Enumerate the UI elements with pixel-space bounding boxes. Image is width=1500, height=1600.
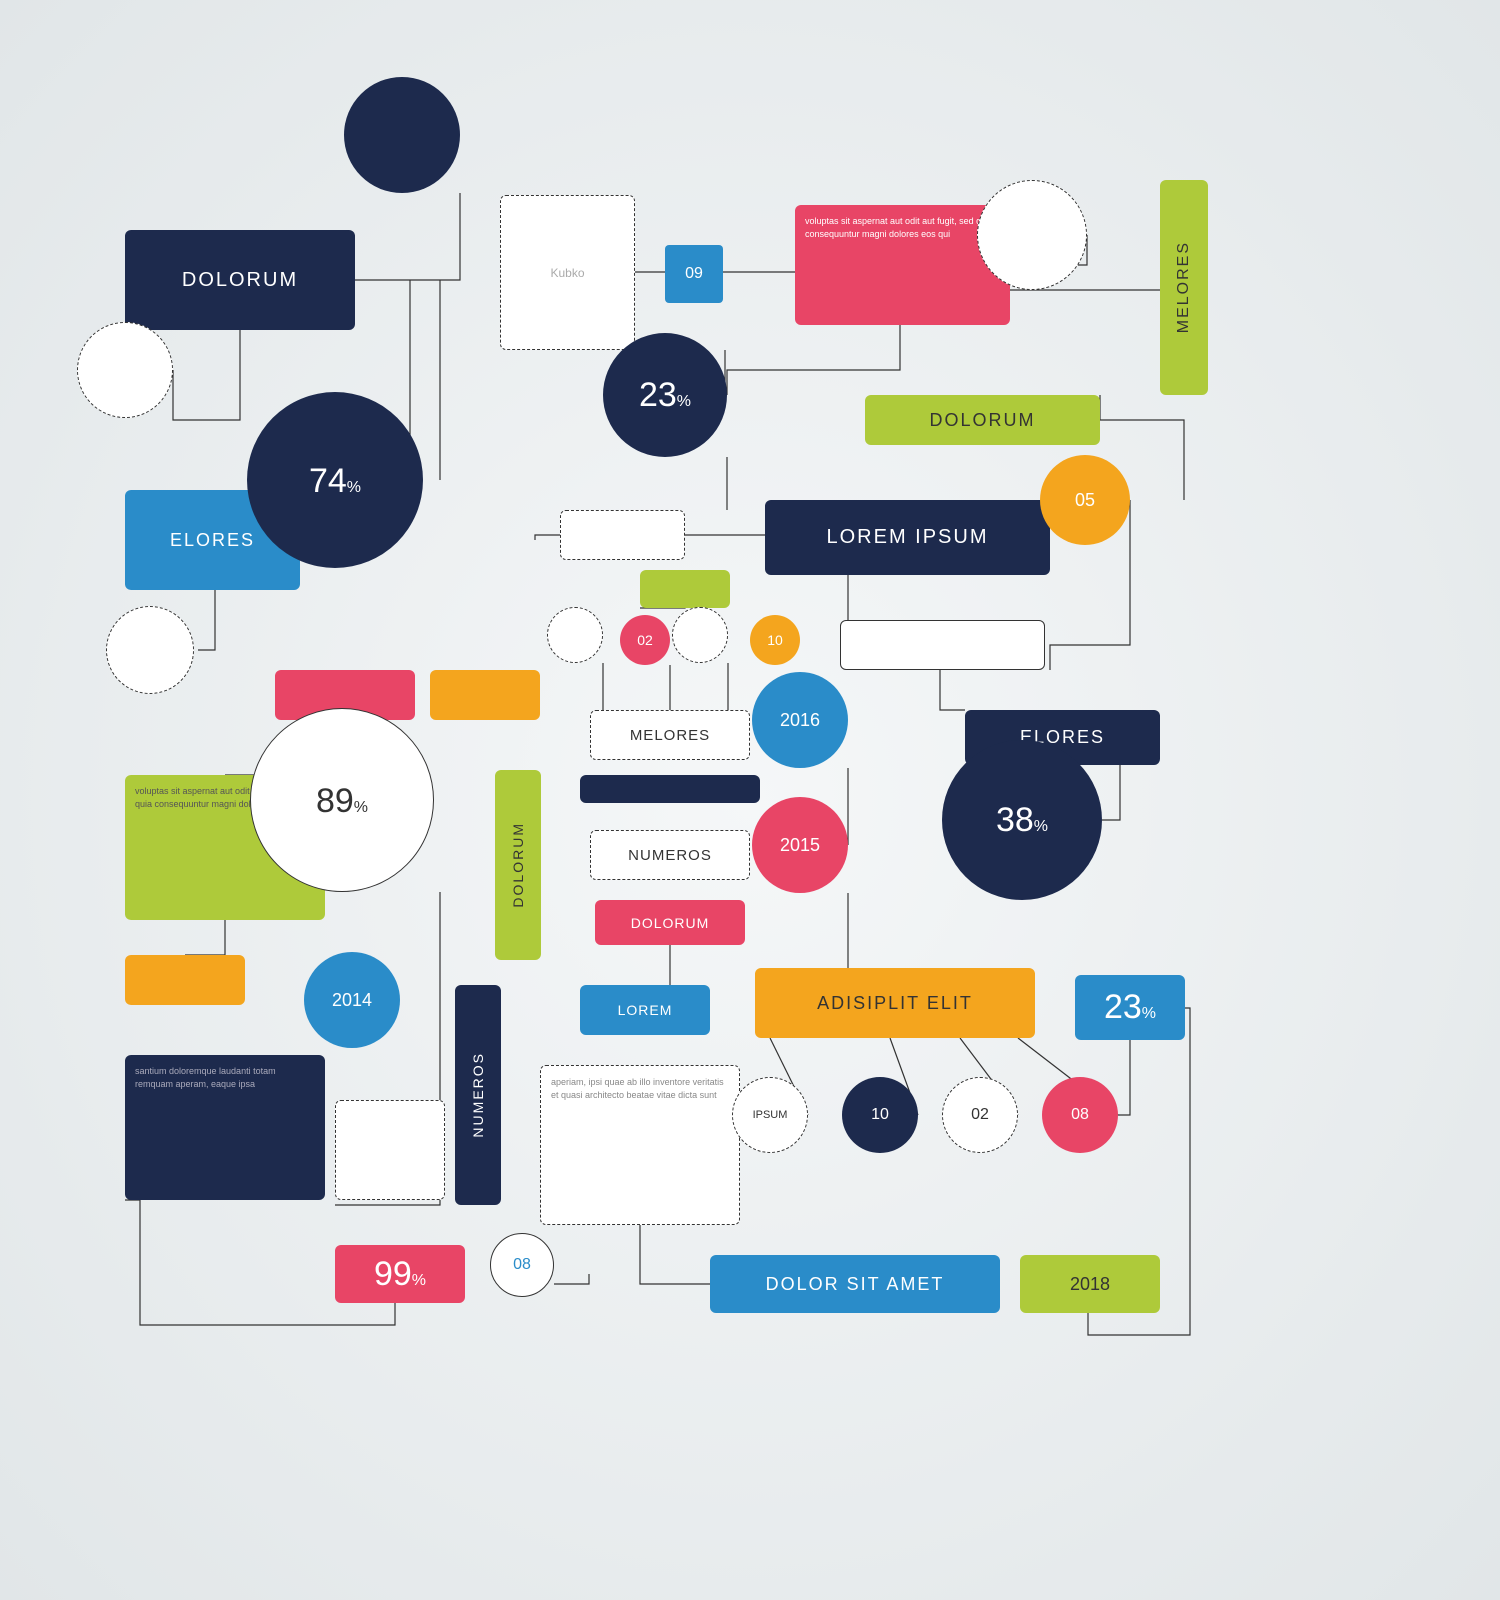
edge (1118, 1040, 1130, 1115)
node-n37: 2014 (304, 952, 400, 1048)
node-n28: MELORES (590, 710, 750, 760)
edge (185, 920, 225, 955)
node-n1: DOLORUM (125, 230, 355, 330)
node-n43 (335, 1100, 445, 1200)
pct-value: 38 (996, 801, 1034, 839)
node-n35: 38% (942, 740, 1102, 900)
node-n14 (640, 570, 730, 608)
edge (554, 1274, 589, 1284)
node-n47: 02 (942, 1077, 1018, 1153)
node-n38: NUMEROS (455, 985, 501, 1205)
node-n24 (840, 620, 1045, 670)
node-n26: 89% (250, 708, 434, 892)
pct-value: 99 (374, 1255, 412, 1293)
node-n22 (672, 607, 728, 663)
node-n40: ADISIPLIT ELIT (755, 968, 1035, 1038)
node-n13 (560, 510, 685, 560)
edge (535, 535, 560, 540)
node-n9: 23% (603, 333, 727, 457)
node-n10: DOLORUM (865, 395, 1100, 445)
label: MELORES (1175, 241, 1193, 333)
node-n6 (977, 180, 1087, 290)
node-n16: 05 (1040, 455, 1130, 545)
node-n45: IPSUM (732, 1077, 808, 1153)
pct-value: 23 (639, 376, 677, 414)
pct-value: 23 (1104, 988, 1142, 1026)
node-n31: DOLORUM (595, 900, 745, 945)
node-n23: 10 (750, 615, 800, 665)
node-n33: 2015 (752, 797, 848, 893)
node-n32: 2016 (752, 672, 848, 768)
node-n49: 99% (335, 1245, 465, 1303)
node-n51: DOLOR SIT AMET (710, 1255, 1000, 1313)
node-n36 (125, 955, 245, 1005)
pct-value: 89 (316, 782, 354, 820)
node-n42: santium doloremque laudanti totam remqua… (125, 1055, 325, 1200)
node-n21: 02 (620, 615, 670, 665)
node-n30: NUMEROS (590, 830, 750, 880)
edge (173, 330, 240, 420)
node-n44: aperiam, ipsi quae ab illo inventore ver… (540, 1065, 740, 1225)
node-n41: 23% (1075, 975, 1185, 1040)
node-n50: 08 (490, 1233, 554, 1297)
edge (198, 590, 215, 650)
pct-value: 74 (309, 462, 347, 500)
node-n52: 2018 (1020, 1255, 1160, 1313)
edge (355, 193, 460, 280)
node-n7: MELORES (1160, 180, 1208, 395)
node-n3: Kubko (500, 195, 635, 350)
edge (727, 325, 900, 395)
edge (940, 670, 965, 710)
label: DOLORUM (510, 822, 526, 908)
node-n12: 74% (247, 392, 423, 568)
node-n2 (344, 77, 460, 193)
label: NUMEROS (470, 1052, 486, 1138)
node-n19 (430, 670, 540, 720)
edge (640, 1225, 710, 1284)
node-n46: 10 (842, 1077, 918, 1153)
node-n20 (547, 607, 603, 663)
node-n29 (580, 775, 760, 803)
node-n15: LOREM IPSUM (765, 500, 1050, 575)
node-n48: 08 (1042, 1077, 1118, 1153)
node-n17 (106, 606, 194, 694)
node-n8 (77, 322, 173, 418)
node-n4: 09 (665, 245, 723, 303)
node-n39: LOREM (580, 985, 710, 1035)
edge (1102, 765, 1120, 820)
node-n27: DOLORUM (495, 770, 541, 960)
